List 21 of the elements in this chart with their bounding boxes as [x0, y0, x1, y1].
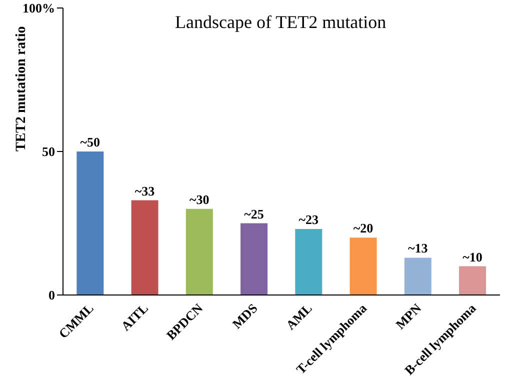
data-label: ~10: [462, 249, 482, 264]
bar: [350, 238, 377, 295]
bar: [131, 200, 158, 295]
y-tick-label: 0: [48, 288, 55, 303]
bar: [240, 223, 268, 295]
y-tick-label: 50: [42, 144, 55, 160]
bar: [186, 208, 213, 295]
bar: [459, 266, 486, 295]
bar: [76, 152, 104, 295]
data-label: ~50: [80, 134, 100, 150]
y-tick-label: 100%: [22, 0, 55, 16]
bar: [295, 228, 322, 295]
bar: [404, 258, 432, 295]
data-label: ~25: [244, 206, 264, 222]
data-label: ~33: [134, 183, 156, 198]
data-label: ~30: [190, 192, 210, 207]
data-label: ~13: [408, 240, 428, 256]
data-label: ~23: [298, 212, 320, 227]
y-axis-title: TET2 mutation ratio: [14, 26, 29, 152]
chart-title: Landscape of TET2 mutation: [175, 12, 386, 33]
data-label: ~20: [353, 220, 374, 236]
